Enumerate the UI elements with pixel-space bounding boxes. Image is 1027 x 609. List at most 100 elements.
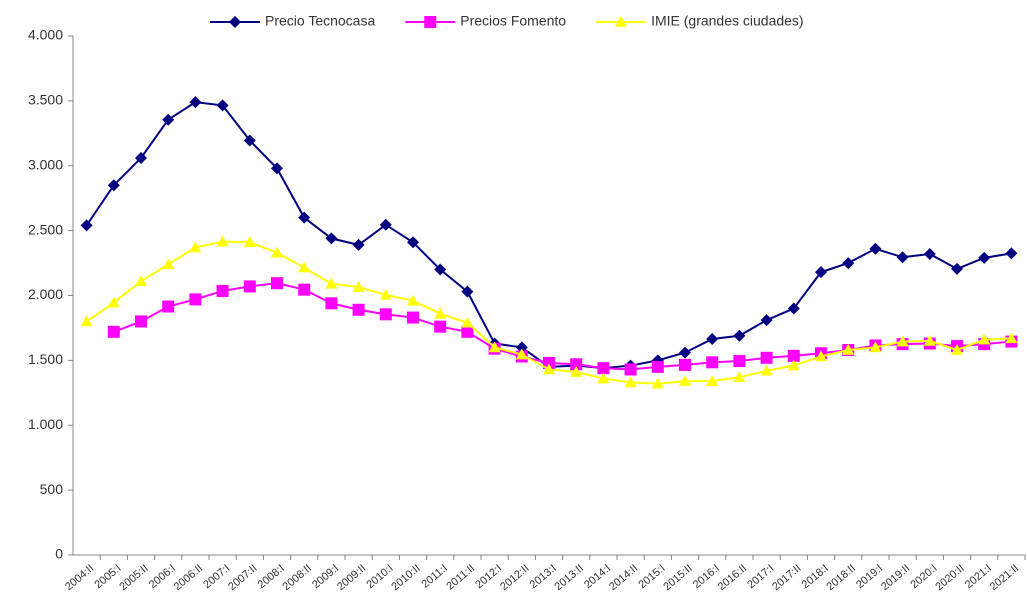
point <box>434 263 447 276</box>
point <box>706 332 719 345</box>
point <box>271 277 283 290</box>
point <box>923 334 936 346</box>
point <box>787 359 800 371</box>
point <box>352 238 365 251</box>
x-tick-label: 2016:II <box>716 562 749 593</box>
point <box>407 311 419 324</box>
point <box>162 258 175 270</box>
point <box>869 341 882 353</box>
y-tick-label: 3.500 <box>28 92 63 108</box>
point <box>325 232 338 245</box>
point <box>615 16 628 27</box>
point <box>543 363 555 375</box>
point <box>733 355 746 368</box>
point <box>107 179 120 192</box>
point <box>951 262 963 275</box>
point <box>189 293 202 306</box>
x-tick-label: 2011:II <box>444 562 477 592</box>
point <box>80 315 93 327</box>
x-tick-label: 2011:I <box>419 562 450 590</box>
point <box>189 96 202 109</box>
point <box>651 360 664 373</box>
point <box>515 348 528 360</box>
point <box>243 236 256 248</box>
y-tick-label: 500 <box>40 481 64 497</box>
point <box>216 99 229 112</box>
point <box>298 211 311 224</box>
x-tick-label: 2018:II <box>825 562 858 593</box>
point <box>706 356 719 369</box>
series-line <box>113 282 1012 371</box>
point <box>135 151 147 164</box>
point <box>842 257 855 270</box>
point <box>243 280 256 293</box>
point <box>923 247 936 260</box>
point <box>515 341 528 354</box>
y-tick-label: 4.000 <box>28 27 63 43</box>
x-tick-label: 2010:II <box>389 562 422 593</box>
point <box>189 241 202 253</box>
point <box>679 375 691 386</box>
point <box>978 251 991 264</box>
point <box>1005 247 1018 260</box>
x-tick-label: 2017:II <box>770 562 803 593</box>
point <box>896 251 909 264</box>
point <box>679 358 691 371</box>
point <box>706 375 719 386</box>
point <box>570 358 583 371</box>
point <box>597 372 610 384</box>
x-tick-label: 2008:II <box>281 562 314 593</box>
point <box>842 343 855 355</box>
point <box>298 261 311 273</box>
point <box>271 246 283 258</box>
x-tick-label: 2007:II <box>226 562 259 593</box>
point <box>787 302 800 315</box>
x-tick-label: 2006:II <box>172 562 205 593</box>
point <box>733 371 746 383</box>
point <box>434 320 447 333</box>
point <box>978 333 991 345</box>
point <box>107 296 120 308</box>
point <box>243 134 256 147</box>
x-tick-label: 2015:II <box>661 562 694 593</box>
point <box>216 235 229 247</box>
y-tick-label: 3.000 <box>28 156 63 172</box>
y-tick-label: 1.500 <box>28 351 63 367</box>
point <box>379 218 392 231</box>
x-tick-label: 2020:II <box>933 562 966 593</box>
point <box>229 16 241 28</box>
point <box>624 376 637 388</box>
point <box>760 351 773 364</box>
point <box>1005 332 1018 344</box>
x-tick-label: 2004:II <box>63 562 96 593</box>
point <box>407 236 419 249</box>
point <box>951 343 963 355</box>
series-line <box>85 101 1012 370</box>
point <box>162 113 175 126</box>
point <box>135 275 147 287</box>
point <box>679 346 691 359</box>
legend-label: IMIE (grandes ciudades) <box>651 13 804 29</box>
y-tick-label: 2.500 <box>28 221 63 237</box>
point <box>80 219 93 232</box>
x-tick-label: 2005:II <box>117 562 150 593</box>
point <box>107 325 120 338</box>
point <box>787 349 800 362</box>
point <box>651 377 664 389</box>
point <box>135 315 147 328</box>
legend-label: Precio Tecnocasa <box>265 13 375 29</box>
x-tick-label: 2009:II <box>335 562 368 593</box>
y-tick-label: 1.000 <box>28 416 63 432</box>
point <box>570 366 583 377</box>
point <box>597 362 610 375</box>
point <box>869 242 882 255</box>
point <box>325 277 338 289</box>
point <box>352 303 365 316</box>
point <box>298 283 311 296</box>
point <box>733 329 746 342</box>
point <box>760 314 773 327</box>
point <box>162 300 175 313</box>
point <box>760 364 773 376</box>
point <box>461 285 474 298</box>
